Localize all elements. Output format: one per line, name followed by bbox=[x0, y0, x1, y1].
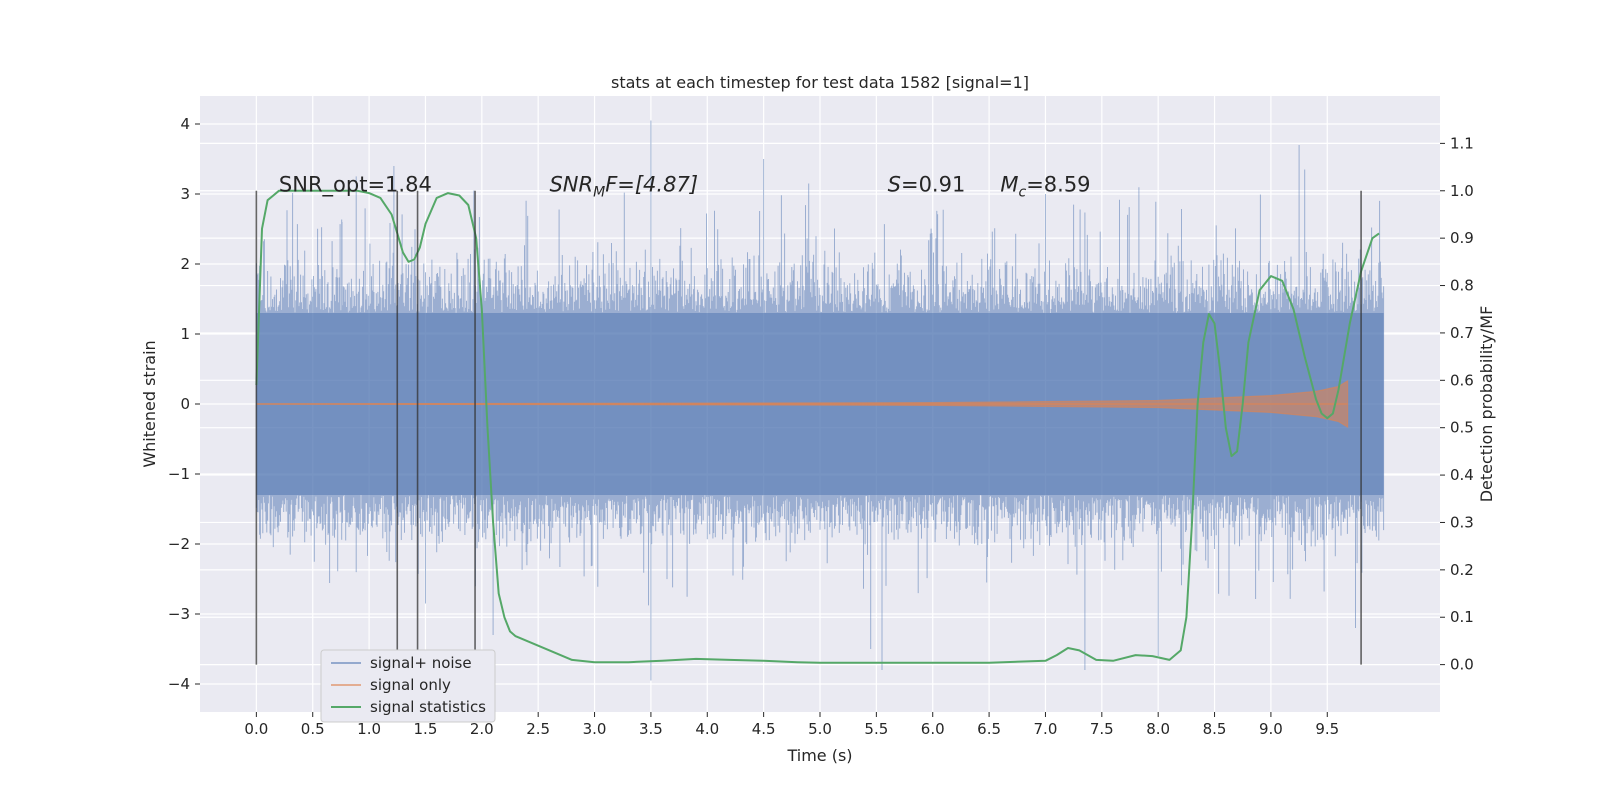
y2-tick-label: 0.4 bbox=[1450, 466, 1474, 484]
annotations: SNR_opt=1.84 SNRMF=[4.87] S=0.91 Mc=8.59 bbox=[279, 173, 1091, 201]
x-tick-label: 5.5 bbox=[864, 720, 888, 738]
y-tick-label: 3 bbox=[180, 185, 190, 203]
y-tick-label: −1 bbox=[168, 465, 190, 483]
stats-line bbox=[255, 189, 1380, 664]
x-tick-label: 4.5 bbox=[752, 720, 776, 738]
annotation-snr-mf: SNRMF=[4.87] bbox=[549, 173, 698, 201]
x-tick-label: 8.0 bbox=[1146, 720, 1170, 738]
legend-label-signal: signal only bbox=[370, 676, 451, 694]
y2-tick-label: 0.3 bbox=[1450, 513, 1474, 531]
y2-tick-label: 0.1 bbox=[1450, 608, 1474, 626]
y-tick-label: 4 bbox=[180, 115, 190, 133]
y2-axis-ticks: 1.1 1.0 0.9 0.8 0.7 0.6 0.5 0.4 0.3 0.2 0.1 0.0 bbox=[1440, 134, 1474, 674]
x-axis-label: Time (s) bbox=[786, 746, 852, 765]
vertical-markers bbox=[255, 190, 1362, 665]
x-tick-label: 7.5 bbox=[1090, 720, 1114, 738]
x-tick-label: 8.5 bbox=[1203, 720, 1227, 738]
x-tick-label: 6.0 bbox=[921, 720, 945, 738]
y-tick-label: 1 bbox=[180, 325, 190, 343]
annotation-mc: Mc=8.59 bbox=[1000, 173, 1090, 201]
y-tick-label: 0 bbox=[180, 395, 190, 413]
y-tick-label: −3 bbox=[168, 605, 190, 623]
y2-axis-label: Detection probability/MF bbox=[1477, 306, 1496, 503]
legend-label-stats: signal statistics bbox=[370, 698, 486, 716]
y2-tick-label: 1.0 bbox=[1450, 182, 1474, 200]
y-axis-ticks: 4 3 2 1 0 −1 −2 −3 −4 bbox=[168, 115, 200, 693]
x-tick-label: 7.0 bbox=[1034, 720, 1058, 738]
y-tick-label: 2 bbox=[180, 255, 190, 273]
x-tick-label: 4.0 bbox=[695, 720, 719, 738]
y-axis-label: Whitened strain bbox=[140, 340, 159, 467]
y-tick-label: −4 bbox=[168, 675, 190, 693]
y2-tick-label: 0.2 bbox=[1450, 561, 1474, 579]
x-tick-label: 3.5 bbox=[639, 720, 663, 738]
x-tick-label: 0.5 bbox=[301, 720, 325, 738]
x-tick-label: 0.0 bbox=[244, 720, 268, 738]
annotation-snr-opt: SNR_opt=1.84 bbox=[279, 173, 432, 198]
legend-box bbox=[320, 649, 496, 723]
signal-only-series bbox=[256, 379, 1349, 429]
signal-statistics-series bbox=[255, 189, 1380, 664]
y-tick-label: −2 bbox=[168, 535, 190, 553]
y2-tick-label: 0.5 bbox=[1450, 419, 1474, 437]
y2-tick-label: 0.9 bbox=[1450, 229, 1474, 247]
annotation-s: S=0.91 bbox=[888, 173, 966, 197]
x-tick-label: 3.0 bbox=[583, 720, 607, 738]
x-tick-label: 5.0 bbox=[808, 720, 832, 738]
chart-title: stats at each timestep for test data 158… bbox=[611, 73, 1029, 92]
y2-tick-label: 1.1 bbox=[1450, 134, 1474, 152]
x-tick-label: 2.5 bbox=[526, 720, 550, 738]
y2-tick-label: 0.6 bbox=[1450, 371, 1474, 389]
x-tick-label: 9.5 bbox=[1315, 720, 1339, 738]
x-tick-label: 2.0 bbox=[470, 720, 494, 738]
y2-tick-label: 0.8 bbox=[1450, 277, 1474, 295]
x-tick-label: 9.0 bbox=[1259, 720, 1283, 738]
x-axis-ticks: 0.0 0.5 1.0 1.5 2.0 2.5 3.0 3.5 4.0 4.5 5.0 5.5 6.0 6… bbox=[244, 712, 1339, 738]
y2-tick-label: 0.7 bbox=[1450, 324, 1474, 342]
legend: signal+ noise signal only signal statist… bbox=[320, 649, 496, 723]
y2-tick-label: 0.0 bbox=[1450, 656, 1474, 674]
x-tick-label: 1.0 bbox=[357, 720, 381, 738]
x-tick-label: 1.5 bbox=[414, 720, 438, 738]
legend-label-noise: signal+ noise bbox=[370, 654, 472, 672]
x-tick-label: 6.5 bbox=[977, 720, 1001, 738]
